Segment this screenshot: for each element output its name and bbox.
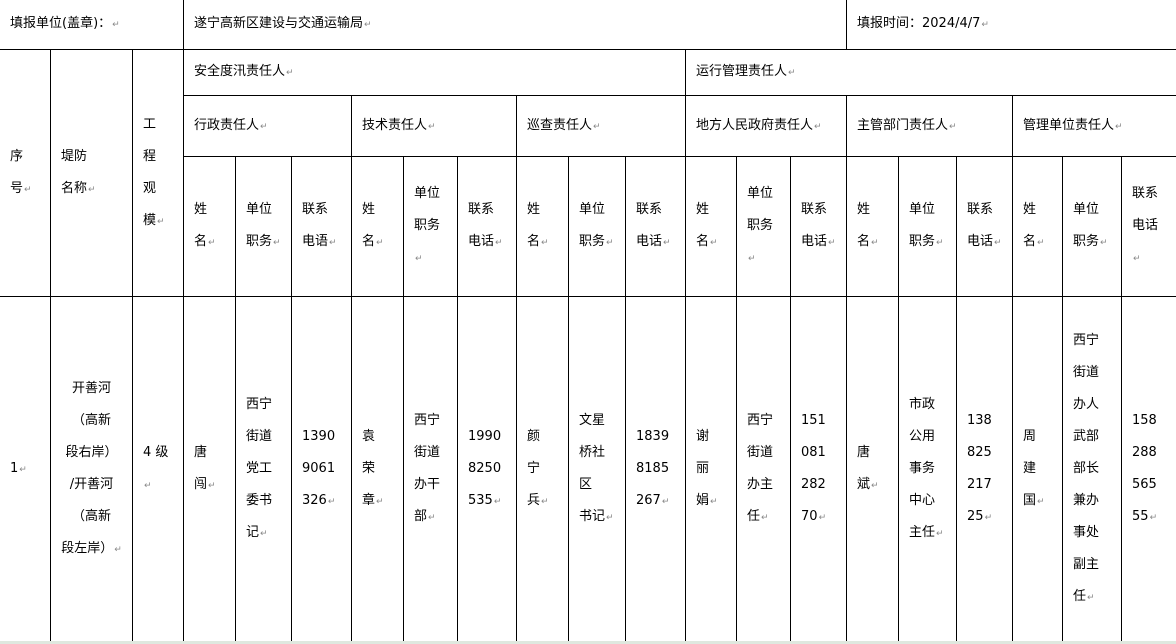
technical-phone-header: 联系 电话 [457,156,518,297]
management-unit-position-header: 单位 职务 [1062,156,1123,297]
scale-header: 工 程 观 模 [131,49,185,297]
technical-phone: 1990 8250 535 [457,296,518,642]
page-bottom-edge [0,641,1176,644]
management-unit-name: 周 建 国 [1012,296,1064,642]
date-label: 填报时间：2024/4/7 [846,0,1176,50]
patrol-position-header: 单位 职务 [568,156,627,297]
role-header-administrative: 行政责任人 [183,95,353,157]
patrol-phone-header: 联系 电话 [625,156,687,297]
management-unit-position: 西宁 街道 办人 武部 部长 兼办 事处 副主 任 [1062,296,1123,642]
role-header-local-government: 地方人民政府责任人 [685,95,848,157]
administrative-position-header: 单位 职务 [235,156,293,297]
management-unit-phone-header: 联系 电话 [1121,156,1176,297]
competent-department-name: 唐 斌 [846,296,900,642]
row-dike-name: 开善河 （高新 段右岸） /开善河 （高新 段左岸） [50,296,133,642]
technical-position-header: 单位 职务 [403,156,459,297]
administrative-phone: 1390 9061 326 [291,296,353,642]
row-scale: 4 级 [131,296,185,642]
unit-label: 填报单位(盖章)： [0,0,185,50]
role-header-technical: 技术责任人 [351,95,518,157]
competent-department-phone-header: 联系 电话 [956,156,1014,297]
role-header-patrol: 巡查责任人 [516,95,687,157]
competent-department-name-header: 姓 名 [846,156,900,297]
local-government-position-header: 单位 职务 [736,156,792,297]
administrative-position: 西宁 街道 党工 委书 记 [235,296,293,642]
competent-department-position: 市政 公用 事务 中心 主任 [898,296,958,642]
administrative-name-header: 姓 名 [183,156,237,297]
row-seq: 1 [0,296,51,642]
patrol-phone: 1839 8185 267 [625,296,687,642]
safety-group-header: 安全度汛责任人 [183,49,687,96]
administrative-name: 唐 闯 [183,296,237,642]
local-government-phone: 151 081 282 70 [790,296,848,642]
competent-department-position-header: 单位 职务 [898,156,958,297]
seq-header: 序 号 [0,49,51,297]
technical-name-header: 姓 名 [351,156,405,297]
competent-department-phone: 138 825 217 25 [956,296,1014,642]
role-header-competent-department: 主管部门责任人 [846,95,1014,157]
patrol-position: 文星 桥社 区 书记 [568,296,627,642]
operation-group-header: 运行管理责任人 [685,49,1176,96]
administrative-phone-header: 联系 电语 [291,156,353,297]
management-unit-phone: 158 288 565 55 [1121,296,1176,642]
local-government-position: 西宁 街道 办主 任 [736,296,792,642]
dike-name-header: 堤防 名称 [50,49,133,297]
local-government-name-header: 姓 名 [685,156,738,297]
technical-position: 西宁 街道 办干 部 [403,296,459,642]
patrol-name-header: 姓 名 [516,156,570,297]
local-government-name: 谢 丽 娟 [685,296,738,642]
unit-value: 遂宁高新区建设与交通运输局 [183,0,848,50]
role-header-management-unit: 管理单位责任人 [1012,95,1176,157]
patrol-name: 颜 宁 兵 [516,296,570,642]
management-unit-name-header: 姓 名 [1012,156,1064,297]
technical-name: 袁 荣 章 [351,296,405,642]
local-government-phone-header: 联系 电话 [790,156,848,297]
